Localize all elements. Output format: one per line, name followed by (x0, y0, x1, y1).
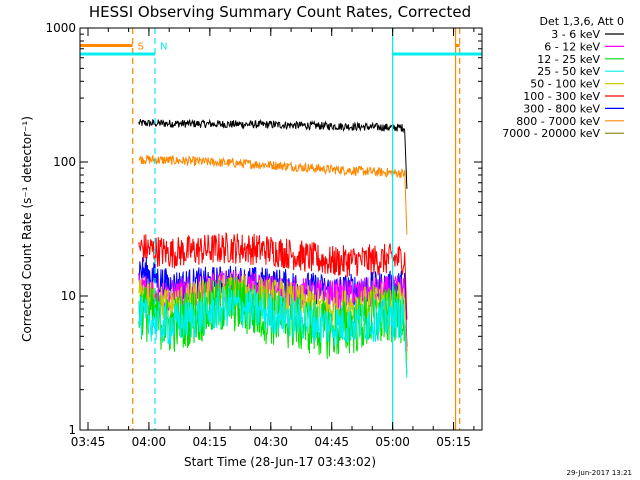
legend-label: 300 - 800 keV (523, 102, 600, 115)
x-tick-label: 05:00 (375, 435, 410, 449)
legend-label: 6 - 12 keV (544, 40, 600, 53)
x-tick-label: 03:45 (71, 435, 106, 449)
x-tick-label: 04:45 (314, 435, 349, 449)
marker-label: S (138, 42, 144, 53)
series-line (138, 154, 408, 235)
legend-label: 50 - 100 keV (530, 78, 600, 91)
series-line (138, 118, 408, 189)
series-line (138, 285, 408, 378)
footer-timestamp: 29-Jun-2017 13:21 (567, 469, 633, 477)
y-tick-label: 100 (53, 155, 76, 169)
y-tick-label: 10 (61, 289, 76, 303)
chart-title: HESSI Observing Summary Count Rates, Cor… (89, 3, 471, 21)
x-tick-label: 04:15 (193, 435, 228, 449)
x-axis-label: Start Time (28-Jun-17 03:43:02) (184, 455, 376, 469)
legend-label: 800 - 7000 keV (516, 115, 600, 128)
legend-label: 3 - 6 keV (551, 28, 600, 41)
legend-label: 25 - 50 keV (537, 65, 600, 78)
legend-label: 12 - 25 keV (537, 53, 600, 66)
axes-layer: 1 10 100 1000 03:45 04:00 04:15 04:30 04:45 05:00… (45, 21, 482, 449)
plot-frame (79, 27, 483, 431)
marker-label: N (160, 42, 167, 53)
x-tick-label: 04:30 (253, 435, 288, 449)
series-line (138, 232, 408, 320)
legend-label: 100 - 300 keV (523, 90, 600, 103)
data-layer (138, 118, 408, 378)
y-tick-label: 1000 (45, 21, 76, 35)
x-tick-label: 05:15 (436, 435, 471, 449)
legend-title: Det 1,3,6, Att 0 (540, 15, 624, 28)
x-tick-label: 04:00 (132, 435, 167, 449)
y-axis-label: Corrected Count Rate (s⁻¹ detector⁻¹) (20, 116, 34, 342)
legend-label: 7000 - 20000 keV (502, 127, 600, 140)
y-tick-label: 1 (68, 423, 76, 437)
